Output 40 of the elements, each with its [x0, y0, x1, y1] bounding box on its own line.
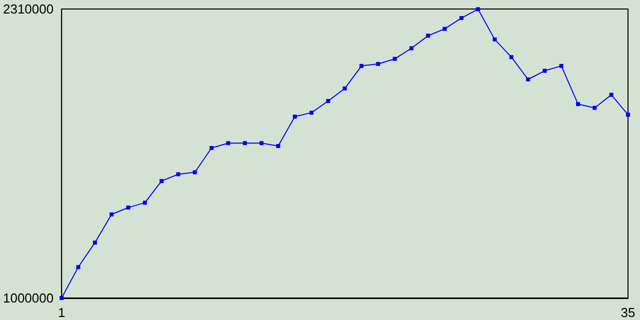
point: [226, 141, 230, 146]
point: [326, 98, 330, 103]
point: [160, 179, 164, 184]
point: [276, 144, 280, 148]
point: [576, 102, 580, 106]
point: [142, 200, 147, 205]
point: [192, 170, 197, 174]
x-tick-label: 35: [620, 305, 636, 320]
y-tick-label: 2310000: [2, 2, 54, 16]
point: [492, 37, 497, 42]
point: [76, 265, 80, 270]
point: [176, 172, 180, 176]
point: [342, 86, 347, 90]
point: [92, 240, 97, 245]
point: [542, 68, 547, 73]
point: [459, 16, 464, 20]
point: [626, 112, 630, 117]
y-tick-label: 1000000: [2, 290, 54, 306]
point: [426, 34, 430, 38]
point: [126, 206, 130, 210]
point: [60, 296, 64, 300]
point: [592, 106, 597, 110]
point: [309, 110, 314, 115]
x-tick-label: 1: [58, 305, 66, 320]
point: [210, 146, 214, 150]
point: [359, 64, 364, 68]
line-series: [60, 7, 630, 300]
point: [242, 141, 247, 146]
point: [292, 114, 297, 119]
point: [110, 212, 114, 216]
point: [476, 7, 480, 12]
point: [409, 46, 414, 50]
point: [376, 62, 380, 66]
point: [559, 64, 564, 68]
point: [509, 55, 514, 60]
point: [392, 56, 397, 61]
point: [609, 92, 614, 97]
point: [442, 26, 447, 31]
point: [260, 141, 264, 146]
point: [526, 77, 530, 82]
